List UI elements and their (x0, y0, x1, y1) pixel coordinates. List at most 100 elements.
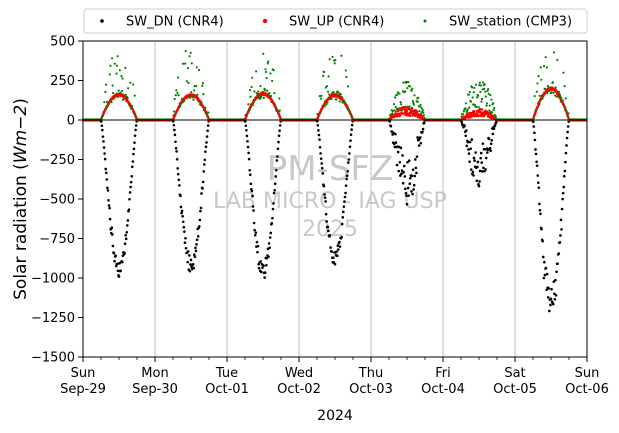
sw-dn-point (561, 191, 565, 195)
sw-dn-point (199, 206, 203, 210)
x-tick-date: Sep-30 (132, 382, 178, 397)
sw-station-point (328, 58, 331, 61)
sw-dn-point (320, 162, 324, 165)
sw-station-point (466, 108, 469, 111)
sw-dn-point (110, 226, 114, 230)
sw-dn-point (481, 142, 485, 145)
sw-dn-point (186, 260, 189, 264)
sw-dn-point (113, 259, 116, 263)
sw-dn-point (550, 287, 553, 291)
sw-dn-point (553, 292, 556, 296)
sw-dn-point (343, 195, 347, 199)
sw-dn-point (488, 146, 492, 150)
sw-dn-point (554, 294, 558, 297)
sw-dn-point (250, 189, 254, 193)
sw-dn-point (338, 245, 342, 248)
sw-dn-point (480, 161, 484, 164)
sw-dn-point (275, 159, 279, 162)
sw-station-point (411, 87, 414, 90)
sw-dn-point (181, 220, 185, 224)
sw-dn-point (463, 124, 466, 128)
sw-dn-point (542, 276, 546, 280)
sw-station-point (567, 112, 570, 115)
sw-station-point (103, 101, 106, 104)
sw-dn-point (173, 128, 176, 132)
sw-station-point (118, 69, 121, 72)
sw-up-point (404, 105, 408, 109)
legend-marker (262, 18, 268, 24)
sw-dn-point (540, 227, 543, 231)
y-tick-label: 500 (50, 35, 75, 50)
sw-station-point (259, 84, 262, 88)
sw-dn-point (123, 251, 126, 255)
sw-station-point (470, 86, 474, 89)
sw-station-point (340, 96, 344, 99)
sw-station-point (331, 55, 334, 58)
sw-dn-point (418, 136, 422, 139)
x-tick-day: Fri (435, 366, 451, 381)
x-tick-day: Wed (285, 366, 313, 381)
sw-station-point (488, 104, 491, 107)
sw-dn-point (193, 255, 197, 259)
sw-dn-point (176, 167, 180, 170)
sw-dn-point (476, 165, 479, 169)
sw-dn-point (493, 124, 497, 127)
sw-dn-point (348, 145, 352, 149)
legend-label: SW_UP (CNR4) (289, 15, 384, 30)
sw-station-point (112, 91, 115, 95)
sw-station-point (394, 105, 397, 108)
sw-dn-point (103, 152, 106, 155)
sw-dn-point (201, 180, 205, 184)
x-tick-date: Oct-03 (349, 382, 393, 397)
sw-dn-point (533, 131, 536, 135)
sw-up-point (470, 115, 473, 118)
sw-dn-point (108, 206, 111, 210)
sw-dn-point (324, 212, 328, 216)
sw-dn-point (342, 205, 346, 208)
sw-dn-point (193, 253, 196, 257)
sw-dn-point (112, 251, 116, 255)
sw-station-point (393, 96, 397, 99)
sw-dn-point (246, 139, 249, 143)
sw-dn-point (558, 241, 562, 244)
sw-station-point (417, 96, 420, 99)
sw-station-point (487, 87, 490, 91)
sw-station-point (265, 76, 268, 80)
sw-dn-point (190, 265, 193, 269)
sw-up-point (416, 110, 419, 114)
sw-up-point (409, 114, 412, 118)
sw-station-point (493, 113, 496, 116)
sw-station-point (494, 115, 497, 118)
x-tick-date: Sep-29 (60, 382, 106, 397)
sw-station-point (469, 100, 473, 103)
sw-dn-point (547, 287, 551, 290)
sw-dn-point (253, 228, 256, 232)
sw-dn-point (263, 271, 267, 274)
sw-station-point (321, 74, 325, 78)
sw-dn-point (471, 170, 475, 174)
sw-dn-point (183, 241, 187, 244)
sw-dn-point (414, 166, 418, 170)
sw-dn-point (477, 184, 481, 188)
sw-station-point (479, 90, 482, 94)
sw-dn-point (184, 247, 188, 250)
sw-station-point (121, 77, 124, 80)
sw-station-point (408, 105, 411, 108)
sw-dn-point (247, 151, 250, 155)
sw-dn-point (320, 166, 324, 170)
sw-up-point (478, 108, 482, 111)
sw-dn-point (103, 157, 107, 161)
sw-station-point (552, 51, 556, 54)
sw-dn-point (131, 160, 135, 163)
sw-dn-point (541, 255, 545, 259)
sw-station-point (332, 91, 335, 94)
sw-station-point (127, 87, 130, 90)
sw-dn-point (415, 171, 418, 175)
sw-station-point (475, 96, 479, 99)
sw-dn-point (410, 174, 414, 178)
sw-station-point (104, 90, 107, 93)
sw-station-point (248, 89, 252, 92)
sw-dn-point (490, 139, 494, 142)
sw-station-point (421, 108, 424, 112)
